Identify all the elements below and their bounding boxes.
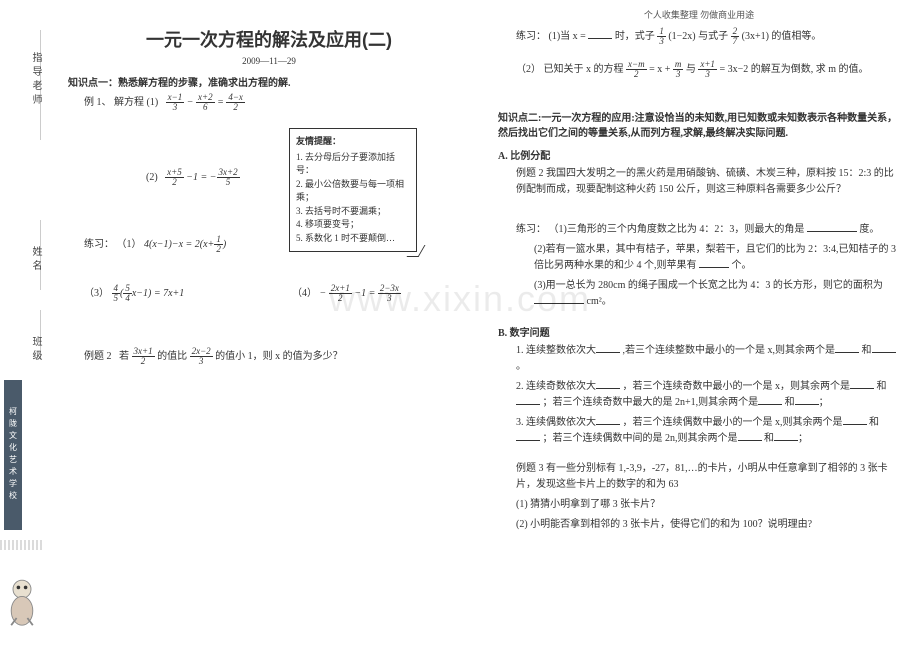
right-practice-2: （2） 已知关于 x 的方程 x−m2 = x + m3 与 x+13 = 3x… — [516, 60, 900, 79]
blank — [588, 29, 612, 39]
hint-box: 友情提醒： 1. 去分母后分子要添加括号： 2. 最小公倍数要与每一项相乘； 3… — [289, 128, 417, 252]
blank — [807, 222, 857, 232]
txt: 和 — [862, 345, 872, 356]
p-label: （3） — [84, 288, 109, 299]
page-title: 一元一次方程的解法及应用(二) — [68, 26, 470, 52]
blank — [872, 343, 896, 353]
blank — [738, 431, 762, 441]
txt: 和 — [869, 417, 879, 428]
p-label: （1） — [117, 239, 142, 250]
b-q2: (2) 小明能否拿到相邻的 3 张卡片，使得它们的和为 100？说明理由? — [516, 517, 900, 533]
blank — [843, 415, 867, 425]
knowledge-point-2: 知识点二:一元一次方程的应用:注意设恰当的未知数,用已知数或未知数表示各种数量关… — [498, 109, 900, 139]
txt: 和 — [877, 381, 887, 392]
blank — [516, 395, 540, 405]
txt: ,若三个连续整数中最小的一个是 x,则其余两个是 — [623, 345, 836, 356]
blank — [596, 415, 620, 425]
txt: 1. 连续整数依次大 — [516, 345, 596, 356]
txt: 时，式子 — [615, 31, 655, 42]
right-column: 个人收集整理 勿做商业用途 练习： (1)当 x = 时，式子 13 (1−2x… — [484, 0, 914, 650]
right-practice-1: 练习： (1)当 x = 时，式子 13 (1−2x) 与式子 27 (3x+1… — [516, 27, 900, 46]
txt: = x + — [649, 64, 670, 75]
txt: 的值比 — [157, 351, 187, 362]
top-note: 个人收集整理 勿做商业用途 — [498, 8, 900, 21]
b-p1: 1. 连续整数依次大 ,若三个连续整数中最小的一个是 x,则其余两个是 和。 — [516, 343, 900, 375]
b-p3: 3. 连续偶数依次大 ，若三个连续偶数中最小的一个是 x,则其余两个是 和 ；若… — [516, 415, 900, 447]
blank — [758, 395, 782, 405]
txt: 与 — [686, 64, 696, 75]
txt: 若 — [119, 351, 129, 362]
txt: 的值小 1，则 x 的值为多少？ — [215, 351, 343, 362]
sidebar-school-label: 柯陇文化艺术学校 — [4, 380, 22, 530]
b-ex3: 例题 3 有一些分别标有 1,-3,9，-27，81,…的卡片，小明从中任意拿到… — [516, 461, 900, 493]
practice-label: 练习： — [516, 224, 546, 235]
txt: （2） 已知关于 x 的方程 — [516, 64, 624, 75]
practice-row-2: （3） 45(54x−1) = 7x+1 （4） − 2x+12 −1 = 2−… — [84, 284, 470, 303]
txt: (1)当 x = — [549, 31, 586, 42]
sidebar-name-label: 姓名 — [28, 240, 43, 280]
blank — [699, 258, 729, 268]
txt: (3)用一总长为 280cm 的绳子围成一个长宽之比为 4：3 的长方形，则它的… — [534, 280, 883, 291]
example-label: 例 1、 解方程 (1) — [84, 97, 158, 108]
sidebar-teacher-label: 指导老师 — [28, 40, 43, 120]
section-A: A. 比例分配 — [498, 147, 900, 162]
eq-text: 4(x−1)−x = 2(x+ — [144, 239, 214, 250]
txt: （1)三角形的三个内角度数之比为 4：2：3，则最大的角是 — [549, 224, 805, 235]
knowledge-point-1: 知识点一：熟悉解方程的步骤，准确求出方程的解. — [68, 74, 470, 89]
txt: 2. 连续奇数依次大 — [516, 381, 596, 392]
txt: ；若三个连续奇数中最大的是 2n+1,则其余两个是 — [543, 397, 759, 408]
sidebar-class-label: 班级 — [28, 330, 43, 370]
hint-title: 友情提醒： — [296, 135, 410, 149]
txt: ，若三个连续偶数中最小的一个是 x,则其余两个是 — [623, 417, 843, 428]
a-p3: (3)用一总长为 280cm 的绳子围成一个长宽之比为 4：3 的长方形，则它的… — [534, 278, 900, 310]
example-2: 例题 2 若 3x+12 的值比 2x−23 的值小 1，则 x 的值为多少？ — [84, 347, 470, 366]
left-column: . 一元一次方程的解法及应用(二) 2009—11—29 知识点一：熟悉解方程的… — [54, 0, 484, 650]
txt: 3. 连续偶数依次大 — [516, 417, 596, 428]
blank — [795, 395, 819, 405]
txt: 度。 — [859, 224, 879, 235]
sidebar-decoration — [0, 540, 44, 550]
txt: (3x+1) 的值相等。 — [742, 31, 822, 42]
practice-label: 练习： — [516, 31, 546, 42]
blank — [596, 343, 620, 353]
blank — [596, 379, 620, 389]
txt: (1−2x) 与式子 — [668, 31, 728, 42]
left-sidebar: 指导老师 姓名 班级 柯陇文化艺术学校 — [0, 0, 44, 650]
txt: 和 — [785, 397, 795, 408]
b-q1: (1) 猜猜小明拿到了哪 3 张卡片？ — [516, 497, 900, 513]
p-label: （4） — [292, 288, 317, 299]
txt: = 3x−2 的解互为倒数, 求 m 的值。 — [719, 64, 868, 75]
txt: 和 — [764, 433, 774, 444]
ex2-label: 例题 2 — [84, 351, 112, 362]
a-p2: (2)若有一篮水果，其中有桔子，苹果，梨若干，且它们的比为 2：3:4,已知桔子… — [534, 242, 900, 274]
txt: 个。 — [732, 260, 752, 271]
mascot-image — [4, 570, 40, 630]
txt: ，若三个连续奇数中最小的一个是 x，则其余两个是 — [623, 381, 851, 392]
blank — [534, 294, 584, 304]
a-practice: 练习： （1)三角形的三个内角度数之比为 4：2：3，则最大的角是 度。 — [516, 222, 900, 238]
blank — [516, 431, 540, 441]
practice-label: 练习： — [84, 239, 114, 250]
b-p2: 2. 连续奇数依次大 ，若三个连续奇数中最小的一个是 x，则其余两个是 和 ；若… — [516, 379, 900, 411]
document-content: . 一元一次方程的解法及应用(二) 2009—11—29 知识点一：熟悉解方程的… — [54, 0, 914, 650]
blank — [850, 379, 874, 389]
txt: cm²。 — [587, 296, 612, 307]
section-B: B. 数字问题 — [498, 324, 900, 339]
blank — [774, 431, 798, 441]
hint-body: 1. 去分母后分子要添加括号： 2. 最小公倍数要与每一项相乘； 3. 去括号时… — [296, 151, 410, 246]
blank — [835, 343, 859, 353]
txt: ；若三个连续偶数中间的是 2n,则其余两个是 — [543, 433, 738, 444]
example-1: 例 1、 解方程 (1) x−13 − x+26 = 4−x2 — [84, 93, 470, 112]
a-example: 例题 2 我国四大发明之一的黑火药是用硝酸钠、硫磺、木炭三种，原料按 15：2:… — [516, 166, 900, 198]
eq2-label: (2) — [146, 172, 158, 183]
date: 2009—11—29 — [68, 56, 470, 66]
